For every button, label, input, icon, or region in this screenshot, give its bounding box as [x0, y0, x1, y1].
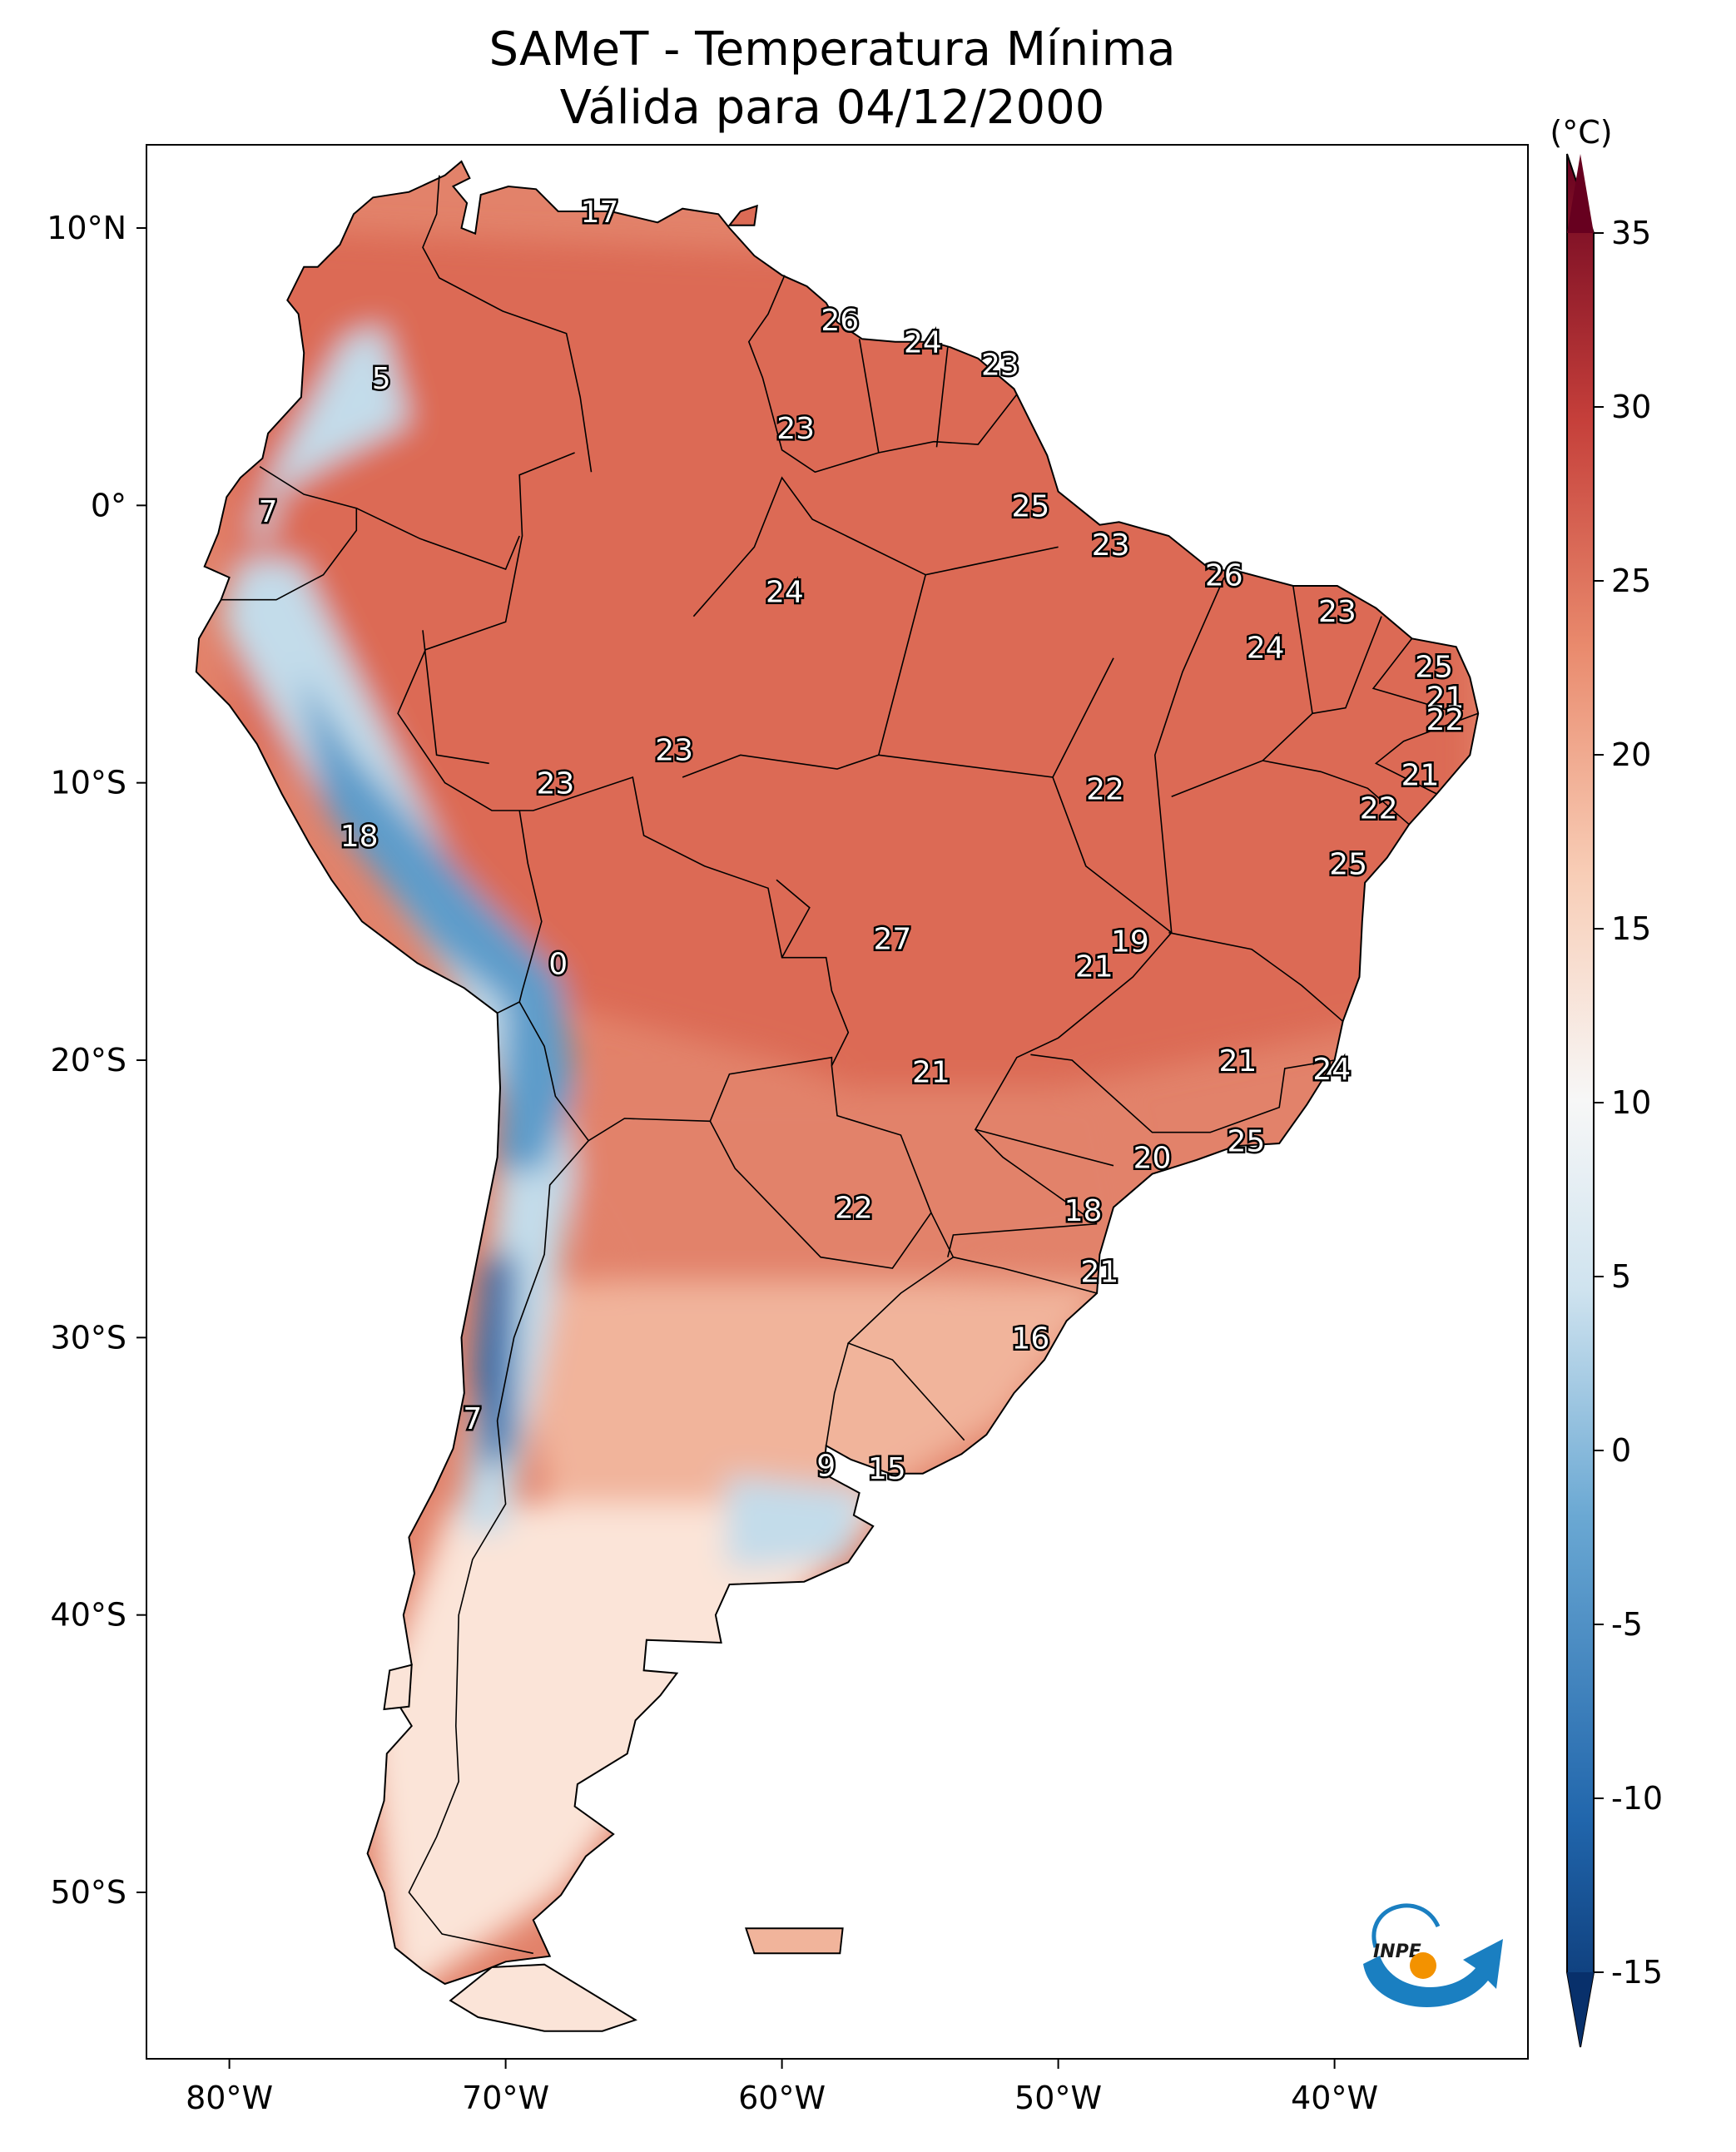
- colorbar-tick-label: -10: [1611, 1780, 1663, 1817]
- station-value-label: 21: [1075, 950, 1114, 984]
- colorbar-tick-label: 20: [1611, 736, 1651, 773]
- x-tick-label: 80°W: [186, 2080, 273, 2116]
- station-value-label: 21: [1401, 759, 1440, 793]
- station-value-label: 16: [1011, 1321, 1049, 1356]
- colorbar-unit-label: (°C): [1550, 114, 1612, 151]
- map-title-line1: SAMeT - Temperatura Mínima: [489, 22, 1175, 77]
- station-value-label: 25: [1329, 847, 1367, 881]
- station-value-label: 26: [821, 304, 859, 338]
- station-value-label: 22: [1426, 703, 1464, 737]
- y-tick-label: 0°: [91, 487, 126, 523]
- logo-orbit-icon: [1371, 1903, 1441, 1948]
- station-value-label: 24: [1312, 1053, 1351, 1087]
- colorbar-tick-label: 35: [1611, 215, 1651, 251]
- station-value-label: 5: [372, 362, 391, 396]
- colorbar-tick-label: -15: [1611, 1954, 1663, 1991]
- colorbar-tick-label: 0: [1611, 1432, 1631, 1469]
- station-value-label: 23: [1092, 528, 1130, 563]
- colorbar: (°C) 35 30 25 20 15 10 5 0 -5 -10 -15: [1550, 114, 1663, 2048]
- station-value-label: 27: [873, 922, 911, 956]
- station-value-label: 21: [1080, 1255, 1118, 1289]
- colorbar-tick-label: 10: [1611, 1084, 1651, 1121]
- x-axis: 80°W 70°W 60°W 50°W 40°W: [186, 2059, 1378, 2116]
- x-tick-label: 50°W: [1014, 2080, 1102, 2116]
- station-value-label: 7: [463, 1402, 482, 1436]
- station-value-label: 23: [655, 734, 693, 768]
- station-value-label: 19: [1111, 925, 1149, 959]
- station-value-label: 21: [1218, 1044, 1257, 1078]
- station-value-label: 23: [981, 348, 1019, 382]
- x-tick-label: 60°W: [738, 2080, 826, 2116]
- station-value-label: 21: [1426, 681, 1464, 715]
- station-value-label: 25: [1227, 1125, 1265, 1159]
- station-value-label: 18: [340, 820, 379, 854]
- colorbar-bottom-extension: [1567, 1972, 1594, 2047]
- station-value-label: 22: [1086, 772, 1124, 806]
- islands: [383, 204, 844, 2032]
- y-tick-label: 20°S: [51, 1042, 126, 1078]
- colorbar-top-extension: [1567, 154, 1594, 233]
- colorbar-ticks: 35 30 25 20 15 10 5 0 -5 -10 -15: [1594, 215, 1663, 1991]
- y-tick-label: 40°S: [51, 1597, 126, 1634]
- station-value-label: 22: [1360, 792, 1398, 826]
- logo-sun-icon: [1410, 1952, 1436, 1979]
- y-tick-label: 10°S: [51, 765, 126, 801]
- y-tick-label: 10°N: [47, 210, 126, 246]
- station-value-label: 23: [776, 412, 815, 446]
- station-value-label: 24: [904, 326, 942, 360]
- y-tick-label: 30°S: [51, 1319, 126, 1356]
- y-axis: 10°N 0° 10°S 20°S 30°S 40°S 50°S: [47, 210, 146, 1911]
- station-value-label: 18: [1064, 1194, 1103, 1228]
- station-value-label: 24: [1247, 631, 1285, 665]
- country-borders: [221, 175, 1479, 2031]
- station-value-label: 23: [1318, 595, 1357, 629]
- station-value-label: 23: [536, 767, 574, 801]
- colorbar-tick-label: 25: [1611, 563, 1651, 599]
- station-value-label: 0: [548, 947, 568, 981]
- x-tick-label: 70°W: [462, 2080, 549, 2116]
- inpe-logo: INPE: [1363, 1903, 1503, 2008]
- station-value-label: 26: [1205, 559, 1243, 593]
- map-title-line2: Válida para 04/12/2000: [560, 81, 1105, 135]
- station-value-label: 9: [816, 1450, 836, 1484]
- colorbar-tick-label: 5: [1611, 1258, 1631, 1295]
- station-value-label: 24: [766, 576, 804, 610]
- station-value-label: 21: [912, 1055, 950, 1089]
- map-frame: [146, 144, 1529, 2060]
- station-value-label: 22: [835, 1192, 873, 1226]
- station-value-label: 20: [1133, 1142, 1172, 1176]
- colorbar-tick-label: 15: [1611, 910, 1651, 947]
- station-value-label: 25: [1415, 651, 1453, 685]
- logo-swoosh-icon: [1363, 1939, 1503, 2008]
- station-value-label: 17: [581, 196, 619, 230]
- y-tick-label: 50°S: [51, 1874, 126, 1911]
- station-value-label: 25: [1011, 489, 1049, 523]
- colorbar-tick-label: 30: [1611, 389, 1651, 425]
- x-tick-label: 40°W: [1291, 2080, 1378, 2116]
- station-value-label: 15: [868, 1452, 906, 1486]
- coastline: [195, 160, 1480, 1986]
- station-value-label: 7: [259, 495, 278, 529]
- colorbar-scale: [1566, 153, 1595, 2048]
- colorbar-tick-label: -5: [1611, 1606, 1643, 1643]
